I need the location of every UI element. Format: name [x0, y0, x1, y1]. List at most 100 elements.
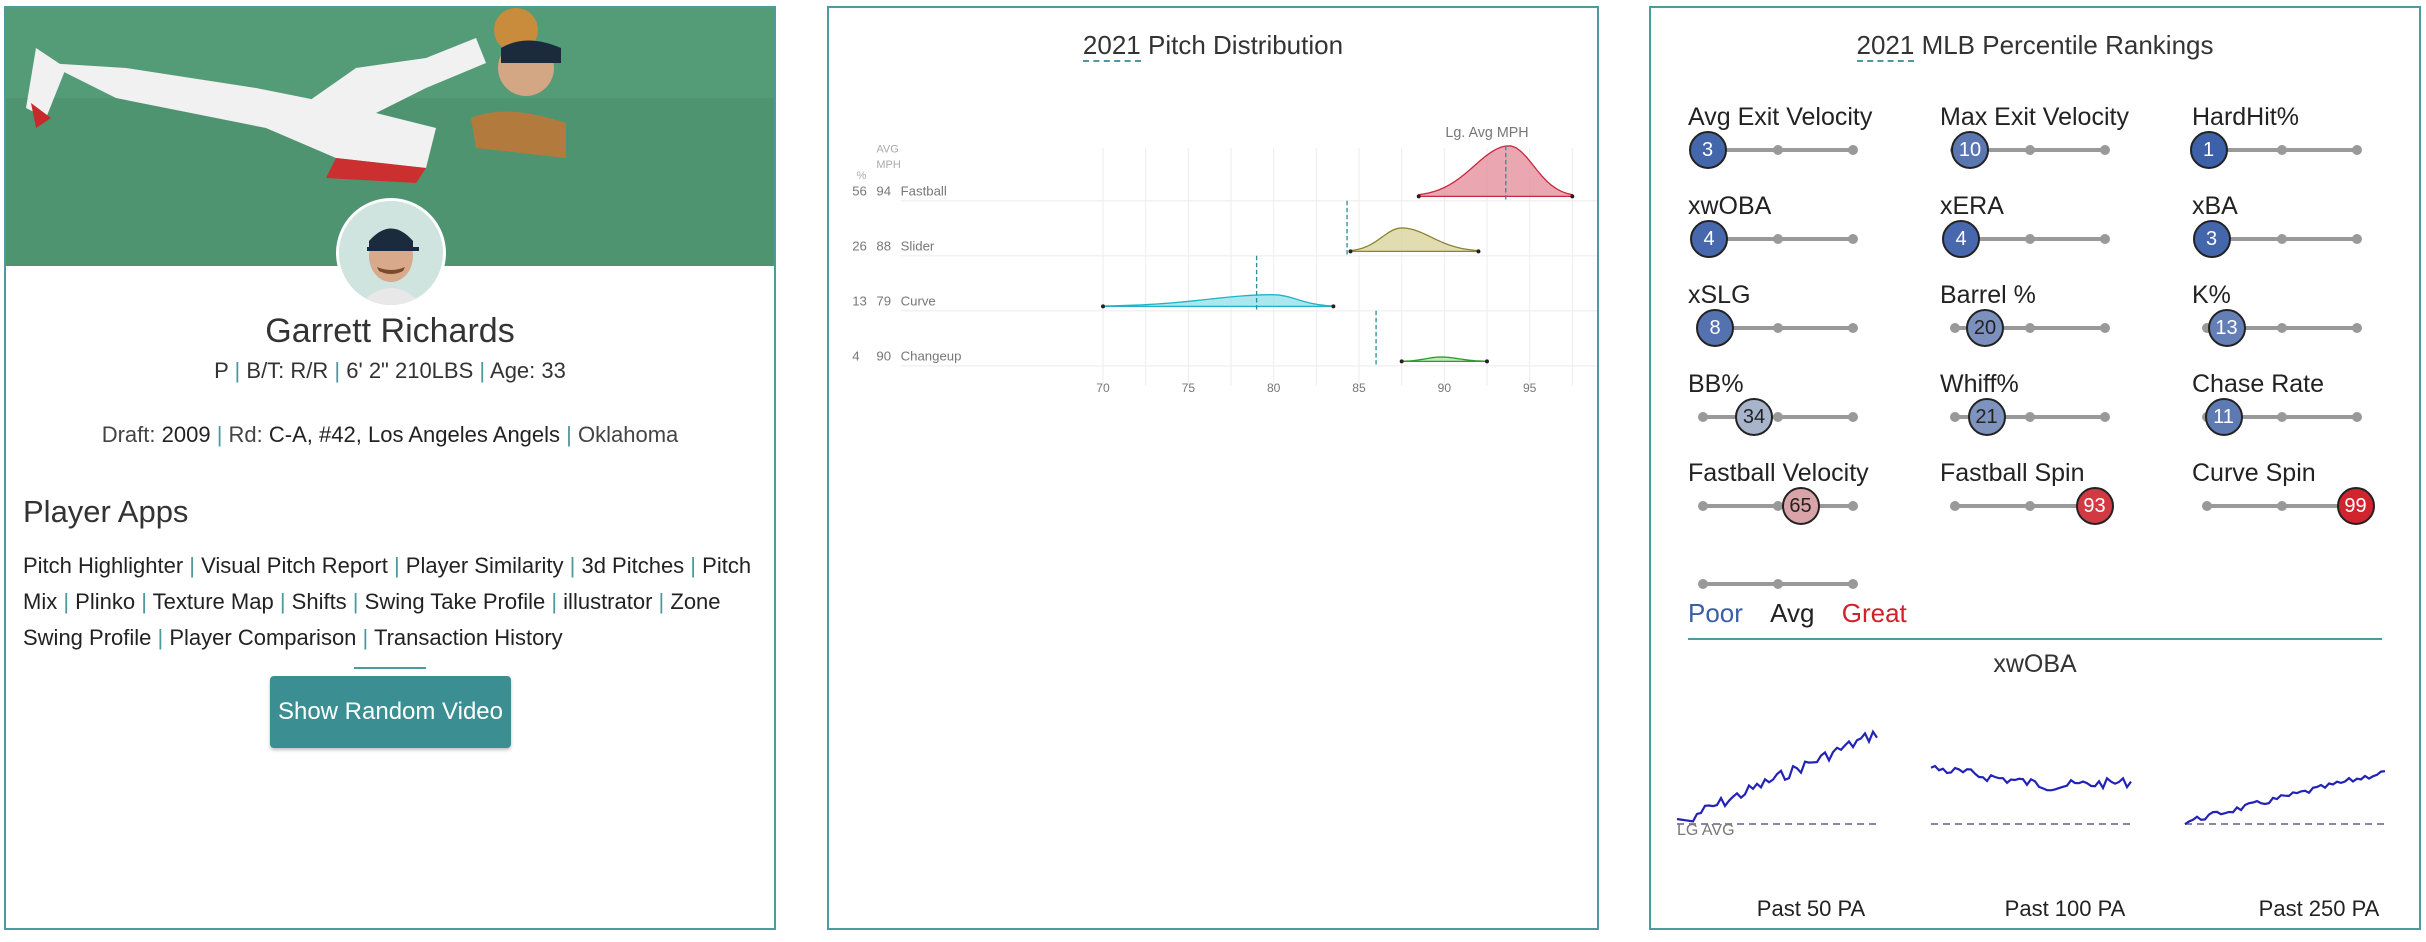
- app-link[interactable]: Swing Take Profile: [364, 589, 546, 614]
- app-link[interactable]: illustrator: [563, 589, 653, 614]
- app-link[interactable]: Texture Map: [152, 589, 274, 614]
- player-name: Garrett Richards: [265, 312, 515, 350]
- track-tick: [2025, 323, 2035, 333]
- app-link[interactable]: Shifts: [291, 589, 347, 614]
- pitch-distribution-title: 2021 Pitch Distribution: [829, 30, 1597, 62]
- pitch-pct: 4: [852, 348, 859, 363]
- track-tick: [2025, 234, 2035, 244]
- app-link[interactable]: Transaction History: [373, 625, 563, 650]
- app-link[interactable]: Pitch Mix: [23, 553, 752, 614]
- separator: |: [346, 589, 365, 614]
- track-tick: [2100, 412, 2110, 422]
- metric-label: xwOBA: [1688, 192, 1772, 220]
- percentile-rankings-panel: 2021 MLB Percentile Rankings Avg Exit Ve…: [1649, 6, 2421, 930]
- show-random-video-button[interactable]: Show Random Video: [270, 676, 511, 748]
- percentile-value-bubble[interactable]: 8: [1696, 309, 1734, 347]
- pitch-density-curve: [1418, 145, 1573, 198]
- percentile-legend: Poor Avg Great: [1688, 598, 1907, 629]
- app-link[interactable]: Plinko: [75, 589, 136, 614]
- comma: ,: [355, 422, 362, 447]
- separator: |: [387, 553, 406, 578]
- season-selector[interactable]: 2021: [1082, 30, 1141, 62]
- metric-label: HardHit%: [2192, 103, 2299, 131]
- track-tick: [1848, 145, 1858, 155]
- draft-round: C-A, #42: [268, 422, 356, 447]
- player-position: P: [214, 358, 229, 383]
- x-tick-label: 95: [1523, 381, 1537, 395]
- separator: |: [356, 625, 374, 650]
- track-tick: [1773, 323, 1783, 333]
- metric-label: Curve Spin: [2192, 459, 2316, 487]
- percentile-value-bubble[interactable]: 3: [1688, 131, 1727, 169]
- pitch-pct: 26: [852, 238, 867, 253]
- percentile-value-bubble[interactable]: 93: [2075, 487, 2114, 525]
- xwoba-trend-line: [2184, 770, 2386, 826]
- percentile-value-bubble[interactable]: 13: [2207, 309, 2246, 347]
- percentile-value-bubble[interactable]: 4: [1942, 220, 1980, 258]
- app-link[interactable]: 3d Pitches: [581, 553, 685, 578]
- player-card: Garrett Richards P | B/T: R/R | 6' 2" 21…: [4, 6, 776, 930]
- track-tick: [2100, 323, 2110, 333]
- app-link[interactable]: Player Similarity: [405, 553, 564, 578]
- percentile-value-bubble[interactable]: 1: [2189, 131, 2228, 169]
- chart-body: Lg. Avg MPH%AVGMPH17%0%5694Fastball2688S…: [852, 125, 1597, 395]
- xwoba-trend-chart: [1676, 729, 2386, 826]
- track-tick: [1950, 412, 1960, 422]
- percentile-value-bubble[interactable]: 11: [2204, 398, 2243, 436]
- range-min-dot: [1101, 304, 1105, 309]
- range-min-dot: [1416, 194, 1421, 199]
- title-text: Pitch Distribution: [1140, 30, 1344, 60]
- track-tick: [1773, 145, 1783, 155]
- track-tick: [1773, 412, 1783, 422]
- metric-label: Fastball Velocity: [1688, 459, 1869, 487]
- range-min-dot: [1348, 249, 1353, 254]
- draft-team-link[interactable]: Los Angeles Angels: [368, 422, 561, 447]
- player-apps-list: Pitch Highlighter | Visual Pitch Report …: [23, 548, 763, 656]
- pitch-density-curve: [1400, 356, 1488, 363]
- track-tick: [1698, 412, 1708, 422]
- metric-label: Max Exit Velocity: [1940, 103, 2129, 131]
- percentile-value-bubble[interactable]: 4: [1690, 220, 1728, 258]
- player-bio: P | B/T: R/R | 6' 2" 210LBS | Age: 33: [6, 358, 774, 384]
- player-bat-throw: B/T: R/R: [246, 358, 329, 383]
- pitch-avg-mph: 88: [876, 238, 891, 253]
- separator: |: [652, 589, 671, 614]
- player-apps-heading: Player Apps: [23, 494, 189, 529]
- app-link[interactable]: Pitch Highlighter: [23, 553, 184, 578]
- season-selector[interactable]: 2021: [1856, 30, 1915, 62]
- pitch-avg-mph: 90: [876, 348, 891, 363]
- track-tick: [1773, 579, 1783, 589]
- app-link[interactable]: Zone Swing Profile: [23, 589, 721, 650]
- track-tick: [1950, 501, 1960, 511]
- metric-label: xSLG: [1688, 281, 1751, 309]
- x-tick-label: 80: [1267, 381, 1281, 395]
- separator: |: [566, 422, 572, 447]
- metric-label: Avg Exit Velocity: [1688, 103, 1873, 131]
- period-label-50: Past 50 PA: [1756, 896, 1866, 921]
- separator: |: [216, 422, 223, 447]
- track-tick: [2352, 145, 2362, 155]
- percentile-value-bubble[interactable]: 34: [1735, 398, 1773, 436]
- metric-label: K%: [2192, 281, 2231, 309]
- track-tick: [2202, 323, 2212, 333]
- percentile-value-bubble[interactable]: 21: [1967, 398, 2006, 436]
- draft-year[interactable]: 2009: [161, 422, 211, 447]
- x-tick-label: 90: [1438, 381, 1452, 395]
- draft-school: Oklahoma: [578, 422, 679, 447]
- percentile-value-bubble[interactable]: 99: [2336, 487, 2375, 525]
- pitch-name: Slider: [901, 238, 935, 253]
- percentile-value-bubble[interactable]: 10: [1951, 131, 1989, 169]
- percentile-value-bubble[interactable]: 20: [1966, 309, 2004, 347]
- app-link[interactable]: Player Comparison: [169, 625, 357, 650]
- metric-label: xERA: [1940, 192, 2004, 220]
- range-max-dot: [1331, 304, 1336, 309]
- divider: [354, 667, 426, 669]
- separator: |: [273, 589, 292, 614]
- percentile-value-bubble[interactable]: 65: [1781, 487, 1820, 525]
- track-tick: [1848, 501, 1858, 511]
- draft-label: Draft:: [101, 422, 156, 447]
- percentile-value-bubble[interactable]: 3: [2192, 220, 2231, 258]
- lg-avg-label: Lg. Avg MPH: [1445, 125, 1528, 141]
- divider: [1688, 638, 2382, 640]
- app-link[interactable]: Visual Pitch Report: [201, 553, 388, 578]
